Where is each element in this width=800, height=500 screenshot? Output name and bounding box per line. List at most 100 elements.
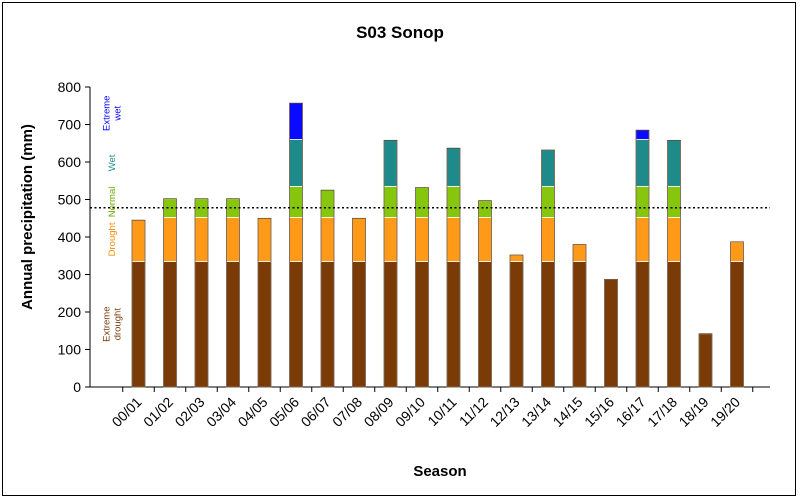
bar-segment bbox=[320, 260, 335, 388]
x-tick-label: 15/16 bbox=[581, 394, 617, 430]
x-tick-label: 08/09 bbox=[361, 394, 397, 430]
bar-segment bbox=[383, 185, 398, 218]
band-label: Wet bbox=[107, 154, 118, 171]
x-tick-label: 18/19 bbox=[676, 394, 712, 430]
bar bbox=[698, 333, 713, 388]
bar bbox=[509, 254, 524, 388]
x-tick-label: 07/08 bbox=[329, 394, 365, 430]
bar-segment bbox=[383, 217, 398, 262]
bar-segment bbox=[478, 260, 492, 388]
bar-segment bbox=[572, 244, 587, 262]
bar bbox=[415, 187, 429, 388]
band-label: Drought bbox=[107, 222, 118, 256]
bar-segment bbox=[226, 217, 240, 262]
band-label-line: Extreme bbox=[102, 307, 113, 342]
bar-segment bbox=[478, 217, 492, 262]
bar-segment bbox=[194, 260, 209, 388]
bar-segment bbox=[635, 185, 650, 218]
bar-segment bbox=[667, 139, 681, 187]
band-label-line: drought bbox=[113, 308, 124, 341]
bar-segment bbox=[635, 139, 650, 187]
bar bbox=[541, 149, 555, 388]
band-label: Normal bbox=[107, 187, 118, 218]
x-tick-label: 09/10 bbox=[392, 394, 428, 430]
bar-segment bbox=[415, 260, 429, 388]
bar-segment bbox=[257, 217, 272, 262]
bar bbox=[352, 217, 366, 388]
bar-segment bbox=[730, 260, 744, 388]
bar-segment bbox=[352, 260, 366, 388]
bar bbox=[320, 189, 335, 388]
bar-segment bbox=[383, 139, 398, 187]
band-label: Extremedrought bbox=[102, 307, 124, 342]
bar bbox=[194, 198, 209, 388]
band-label-line: Drought bbox=[107, 222, 118, 256]
y-tick-label: 700 bbox=[58, 117, 82, 133]
bar bbox=[635, 129, 650, 388]
bar-segment bbox=[289, 260, 303, 388]
bar-segment bbox=[226, 198, 240, 218]
bar bbox=[163, 198, 177, 388]
bar bbox=[604, 279, 618, 388]
bar-segment bbox=[320, 217, 335, 262]
y-tick-label: 200 bbox=[58, 304, 82, 320]
bar-segment bbox=[509, 254, 524, 262]
bar-segment bbox=[572, 260, 587, 388]
bar-segment bbox=[289, 185, 303, 218]
x-tick-label: 16/17 bbox=[613, 394, 649, 430]
band-label-line: Normal bbox=[107, 187, 118, 218]
bar-segment bbox=[289, 139, 303, 187]
bar-segment bbox=[635, 129, 650, 140]
bar bbox=[257, 217, 272, 388]
bar-segment bbox=[131, 219, 146, 262]
y-tick-label: 400 bbox=[58, 229, 82, 245]
y-tick-label: 100 bbox=[58, 342, 82, 358]
x-tick-label: 06/07 bbox=[298, 394, 334, 430]
bar bbox=[383, 139, 398, 388]
x-tick-label: 03/04 bbox=[203, 394, 239, 430]
bar-segment bbox=[352, 217, 366, 262]
bar-segment bbox=[289, 217, 303, 262]
bar-segment bbox=[730, 241, 744, 262]
x-tick-label: 19/20 bbox=[707, 394, 743, 430]
bar-segment bbox=[163, 217, 177, 262]
bar-segment bbox=[131, 260, 146, 388]
band-label-line: wet bbox=[113, 106, 124, 122]
bar bbox=[572, 244, 587, 388]
bar-segment bbox=[541, 185, 555, 218]
x-tick-label: 12/13 bbox=[487, 394, 523, 430]
x-tick-label: 00/01 bbox=[109, 394, 145, 430]
bar bbox=[446, 147, 461, 388]
chart-title: S03 Sonop bbox=[356, 23, 444, 42]
y-tick-label: 500 bbox=[58, 192, 82, 208]
bar-segment bbox=[194, 198, 209, 218]
x-tick-label: 02/03 bbox=[172, 394, 208, 430]
y-axis-title: Annual precipitation (mm) bbox=[19, 124, 36, 310]
bar-segment bbox=[667, 217, 681, 262]
y-tick-label: 300 bbox=[58, 267, 82, 283]
y-tick-label: 600 bbox=[58, 154, 82, 170]
bar-segment bbox=[163, 260, 177, 388]
bar bbox=[730, 241, 744, 388]
y-tick-label: 800 bbox=[58, 79, 82, 95]
bar-segment bbox=[415, 187, 429, 218]
band-label-line: Extreme bbox=[102, 96, 113, 131]
bar bbox=[667, 139, 681, 388]
bar bbox=[226, 198, 240, 388]
bar-segment bbox=[226, 260, 240, 388]
x-tick-label: 17/18 bbox=[644, 394, 680, 430]
band-label: Extremewet bbox=[102, 96, 124, 131]
bar-segment bbox=[383, 260, 398, 388]
bar-segment bbox=[667, 260, 681, 388]
bar-segment bbox=[320, 189, 335, 218]
bar-segment bbox=[698, 333, 713, 388]
bar-segment bbox=[446, 260, 461, 388]
bar-segment bbox=[194, 217, 209, 262]
bar-segment bbox=[604, 278, 618, 388]
bar-segment bbox=[415, 217, 429, 262]
y-tick-label: 0 bbox=[73, 379, 81, 395]
x-axis-title: Season bbox=[413, 463, 466, 480]
x-tick-label: 13/14 bbox=[518, 394, 554, 430]
band-label-line: Wet bbox=[107, 154, 118, 171]
